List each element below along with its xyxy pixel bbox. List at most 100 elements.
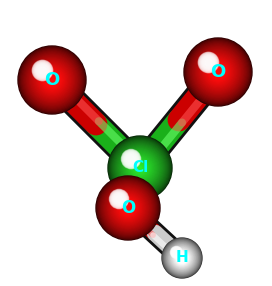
Circle shape <box>197 51 238 92</box>
Circle shape <box>30 58 73 102</box>
Circle shape <box>125 153 137 165</box>
Circle shape <box>207 61 210 64</box>
Circle shape <box>126 206 130 210</box>
Circle shape <box>127 207 129 209</box>
Circle shape <box>21 49 83 111</box>
Circle shape <box>20 48 84 112</box>
Circle shape <box>178 254 186 262</box>
Circle shape <box>203 57 233 87</box>
Circle shape <box>111 191 127 207</box>
Circle shape <box>207 61 229 83</box>
Circle shape <box>38 66 66 94</box>
Circle shape <box>135 163 145 173</box>
Circle shape <box>128 156 134 162</box>
Circle shape <box>127 155 153 181</box>
Circle shape <box>35 63 69 97</box>
Circle shape <box>39 67 46 74</box>
Circle shape <box>119 199 137 217</box>
Circle shape <box>98 178 158 238</box>
Circle shape <box>194 48 242 96</box>
Circle shape <box>191 45 245 99</box>
Circle shape <box>45 73 59 87</box>
Circle shape <box>124 152 138 166</box>
Circle shape <box>202 56 234 88</box>
Circle shape <box>171 247 193 269</box>
Circle shape <box>36 64 68 96</box>
Circle shape <box>110 138 170 198</box>
Circle shape <box>116 196 140 220</box>
Circle shape <box>51 79 53 81</box>
Circle shape <box>184 38 252 106</box>
Circle shape <box>172 248 181 257</box>
Circle shape <box>129 157 133 161</box>
Circle shape <box>108 136 172 200</box>
Circle shape <box>37 65 48 76</box>
Circle shape <box>202 56 215 69</box>
Circle shape <box>177 253 187 263</box>
Circle shape <box>138 166 142 170</box>
Circle shape <box>111 191 145 225</box>
Circle shape <box>173 249 191 267</box>
Circle shape <box>102 182 154 234</box>
Circle shape <box>49 77 55 84</box>
Circle shape <box>104 184 152 231</box>
Circle shape <box>26 54 78 106</box>
Circle shape <box>19 47 85 113</box>
Circle shape <box>199 53 237 91</box>
Circle shape <box>103 183 153 233</box>
Circle shape <box>111 139 169 197</box>
Circle shape <box>125 153 155 183</box>
Circle shape <box>119 147 161 189</box>
Circle shape <box>170 246 194 270</box>
Circle shape <box>174 249 180 255</box>
Text: O: O <box>121 199 135 217</box>
Circle shape <box>122 150 158 186</box>
Circle shape <box>35 63 50 78</box>
Circle shape <box>33 61 71 99</box>
Circle shape <box>167 243 197 273</box>
Circle shape <box>124 152 156 184</box>
Circle shape <box>115 195 123 203</box>
Circle shape <box>139 167 141 169</box>
Circle shape <box>171 247 182 258</box>
Circle shape <box>186 40 250 104</box>
Circle shape <box>137 165 143 171</box>
Circle shape <box>206 59 230 84</box>
Circle shape <box>128 156 152 180</box>
Circle shape <box>215 69 221 76</box>
Circle shape <box>100 180 156 236</box>
Circle shape <box>101 181 155 235</box>
Circle shape <box>113 193 125 205</box>
Circle shape <box>216 70 220 74</box>
Circle shape <box>127 155 135 163</box>
Circle shape <box>115 142 166 194</box>
Circle shape <box>122 202 134 214</box>
Circle shape <box>174 251 178 255</box>
Circle shape <box>131 160 149 176</box>
Circle shape <box>48 76 57 85</box>
Circle shape <box>179 255 185 261</box>
Circle shape <box>114 194 142 222</box>
Circle shape <box>116 144 165 192</box>
Circle shape <box>125 154 137 165</box>
Circle shape <box>117 197 121 201</box>
Circle shape <box>170 247 183 258</box>
Circle shape <box>204 58 231 86</box>
Circle shape <box>109 189 147 227</box>
Circle shape <box>162 238 202 278</box>
Circle shape <box>187 41 249 103</box>
Circle shape <box>132 160 147 176</box>
Circle shape <box>106 186 150 231</box>
Circle shape <box>117 197 139 219</box>
Circle shape <box>185 39 251 105</box>
Circle shape <box>123 151 157 185</box>
Circle shape <box>126 154 136 164</box>
Circle shape <box>123 203 133 213</box>
Circle shape <box>32 59 72 100</box>
Circle shape <box>174 250 179 255</box>
Circle shape <box>175 251 189 265</box>
Circle shape <box>46 74 58 86</box>
Circle shape <box>118 197 121 201</box>
Circle shape <box>112 192 144 224</box>
Circle shape <box>36 65 48 76</box>
